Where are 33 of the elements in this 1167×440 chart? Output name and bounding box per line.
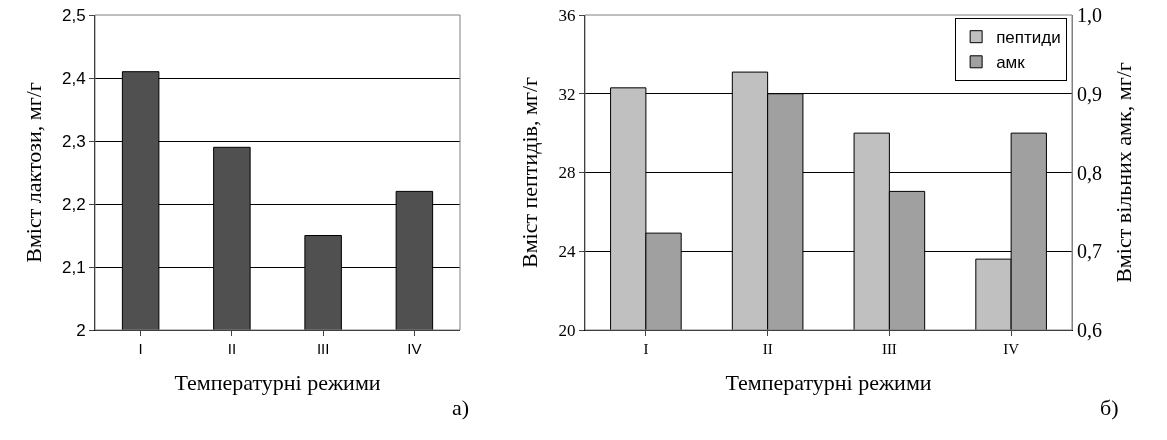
y-tick-label: 20 — [558, 320, 576, 340]
y2-tick-label: 0,8 — [1077, 161, 1102, 184]
y2-tick-label: 0,9 — [1077, 82, 1102, 105]
x-axis-title: Температурні режими — [174, 369, 381, 395]
legend-label: пептиди — [996, 28, 1061, 48]
y-axis-title: Вміст пептидів, мг/г — [517, 76, 543, 269]
text: б) — [1100, 395, 1119, 420]
y-axis-title: Вміст лактози, мг/г — [20, 82, 46, 263]
x-tick-label: III — [881, 341, 897, 357]
legend-label: амк — [996, 53, 1026, 73]
y-tick-label: 2,4 — [61, 68, 86, 88]
y-tick-label: 2,5 — [61, 5, 86, 25]
y-tick-label: 28 — [558, 163, 576, 183]
y-tick-label: 32 — [558, 84, 576, 104]
y-tick-label: 2 — [76, 320, 86, 340]
y-tick-label: 36 — [558, 5, 576, 25]
y-tick-label: 2,3 — [61, 131, 86, 151]
x-tick-label: II — [762, 341, 773, 357]
x-tick-label: IV — [1003, 341, 1020, 357]
y-tick-label: 2,1 — [61, 257, 86, 277]
y2-axis-title: Вміст вільних амк, мг/г — [1110, 62, 1136, 283]
y2-tick-label: 0,6 — [1077, 319, 1102, 341]
x-tick-label: III — [316, 340, 330, 357]
x-tick-label: I — [138, 340, 143, 357]
x-tick-label: II — [227, 340, 237, 357]
y2-tick-label: 0,7 — [1077, 240, 1102, 263]
x-axis-title: Температурні режими — [725, 369, 932, 395]
x-tick-label: IV — [407, 340, 422, 357]
text: а) — [452, 395, 470, 420]
y-tick-label: 2,2 — [61, 194, 86, 214]
y-tick-label: 24 — [558, 242, 577, 262]
x-tick-label: I — [643, 341, 649, 357]
y2-tick-label: 1,0 — [1077, 4, 1102, 26]
